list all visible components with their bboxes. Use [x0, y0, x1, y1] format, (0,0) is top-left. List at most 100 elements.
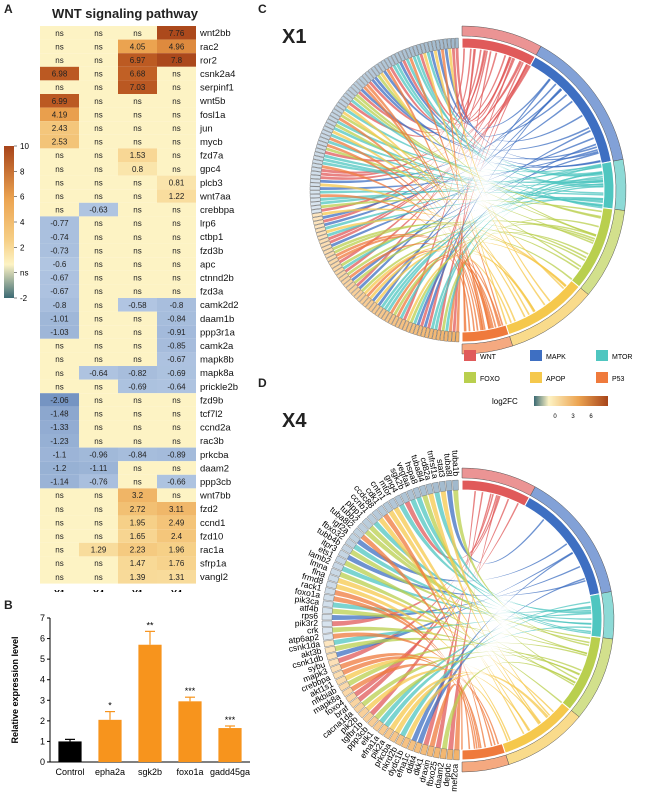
heatmap-cell [157, 162, 196, 176]
heatmap-cell-value: ns [133, 314, 141, 323]
chord-ribbon [325, 147, 594, 245]
heatmap-cell [79, 420, 118, 434]
chord-gene-block [432, 329, 438, 340]
heatmap-row-label: vangl2 [200, 572, 228, 583]
heatmap-row-label: fzd3a [200, 287, 224, 298]
heatmap-cell-value: ns [94, 396, 102, 405]
heatmap-cell-value: ns [55, 192, 63, 201]
chord-gene-block [426, 745, 435, 758]
chord-outer-sector [461, 336, 513, 355]
chord-gene-block [338, 272, 349, 282]
heatmap-cell [40, 311, 79, 326]
heatmap-row-label: fzd3b [200, 246, 223, 257]
heatmap-cell-value: ns [55, 342, 63, 351]
chord-gene-block [313, 223, 325, 230]
heatmap-row-label: rac3b [200, 436, 224, 447]
chord-gene-block [323, 639, 335, 648]
bar-category-label: foxo1a [176, 767, 203, 777]
chord-gene-block [323, 593, 335, 602]
chord-gene-block [356, 292, 367, 303]
heatmap-cell-value: ns [172, 423, 180, 432]
heatmap-cell [79, 325, 118, 339]
heatmap-row-label: ctnnd2b [200, 273, 234, 284]
heatmap-row-label: camk2d2 [200, 300, 239, 311]
heatmap-cell-value: ns [55, 206, 63, 215]
chord-gene-block [446, 38, 452, 49]
heatmap-cell [40, 107, 79, 122]
heatmap-cell-value: 1.53 [130, 151, 146, 160]
bar-significance: ** [146, 620, 154, 630]
chord-gene-block [341, 543, 354, 555]
chord-gene-block [413, 324, 420, 336]
heatmap-cell-value: 2.43 [52, 124, 68, 133]
heatmap-cell [79, 502, 118, 516]
panel-label-b: B [4, 598, 13, 612]
chord-gene-block [322, 633, 334, 641]
heatmap-row-label: ppp3r1a [200, 327, 236, 338]
heatmap-cell [40, 366, 79, 380]
chord-gene-block [413, 741, 423, 754]
chord-ribbon [342, 656, 476, 750]
heatmap-cell [118, 284, 157, 298]
heatmap-cell-value: -1.03 [50, 328, 69, 337]
heatmap-cell [118, 420, 157, 434]
chord-gene-block [327, 657, 340, 667]
chord-gene-block [405, 321, 413, 333]
heatmap-row-label: sfrp1a [200, 559, 227, 570]
chord-gene-block [321, 614, 333, 621]
bar-y-axis-label: Relative expression level [10, 636, 20, 743]
chord-gene-block [326, 651, 338, 661]
heatmap-cell [157, 257, 196, 271]
chord-gene-label: depdc [441, 762, 453, 787]
heatmap-cell-value: ns [55, 56, 63, 65]
heatmap-cell-value: ns [133, 178, 141, 187]
chord-gene-block [400, 736, 411, 749]
heatmap-cell-value: ns [133, 192, 141, 201]
chord-gene-block [412, 44, 420, 56]
heatmap-row-label: ccnd2a [200, 423, 231, 434]
chord-gene-block [310, 201, 321, 206]
heatmap-cell-value: ns [133, 396, 141, 405]
heatmap-cell [79, 542, 118, 557]
chord-gene-block [330, 663, 342, 674]
heatmap-cell-value: ns [94, 178, 102, 187]
chord-ribbon [405, 58, 604, 188]
colorbar-tick-label: 6 [20, 193, 25, 202]
chord-ribbon [427, 57, 515, 329]
chord-gene-block [322, 247, 334, 255]
chord-gene-block [406, 489, 416, 501]
chord-gene-block [401, 48, 409, 60]
colorbar-tick-label: 4 [20, 218, 25, 227]
heatmap-cell [40, 53, 79, 67]
chord-gene-block [310, 204, 322, 210]
heatmap-cell [157, 189, 196, 203]
heatmap-cell-value: ns [94, 165, 102, 174]
chord-ribbon [320, 190, 604, 196]
heatmap-cell [157, 94, 196, 108]
heatmap-cell-value: ns [94, 559, 102, 568]
chord-ribbon [394, 672, 549, 734]
heatmap-cell-value: ns [55, 491, 63, 500]
chord-gene-block [381, 310, 390, 321]
chord-ribbon [365, 668, 531, 732]
chord-gene-block [359, 294, 369, 305]
heatmap-cell [157, 80, 196, 94]
heatmap-cell-value: ns [94, 274, 102, 283]
heatmap-cell-value: -1.23 [50, 437, 69, 446]
heatmap-cell [118, 502, 157, 516]
heatmap-cell-value: ns [133, 410, 141, 419]
heatmap-cell-value: -0.77 [50, 219, 69, 228]
chord-gene-block [420, 326, 427, 338]
heatmap-cell-value: ns [94, 42, 102, 51]
heatmap-cell-value: -0.76 [89, 478, 108, 487]
heatmap-cell-value: ns [94, 124, 102, 133]
heatmap-cell [40, 529, 79, 543]
chord-ribbon [383, 70, 568, 138]
chord-gene-block [347, 86, 358, 97]
chord-ribbon [332, 608, 588, 655]
chord-gene-block [352, 527, 365, 539]
heatmap-row-label: ccnd1 [200, 518, 225, 529]
heatmap-cell-value: ns [94, 246, 102, 255]
chord-gene-block [362, 711, 374, 724]
heatmap-cell-value: ns [172, 437, 180, 446]
